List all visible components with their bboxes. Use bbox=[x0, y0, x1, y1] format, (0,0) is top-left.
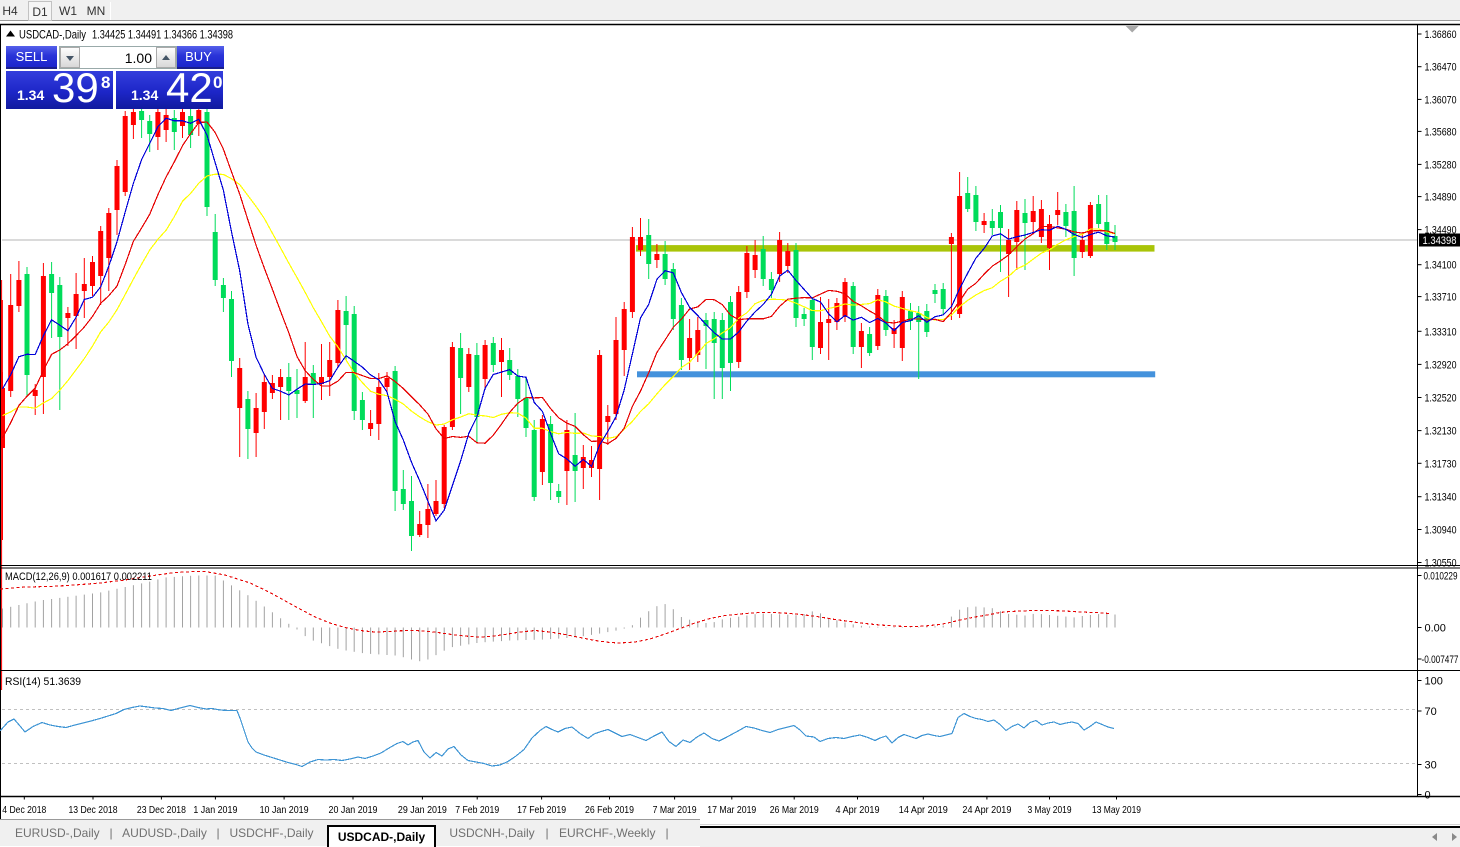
svg-text:1.30940: 1.30940 bbox=[1425, 525, 1457, 537]
svg-text:13 Dec 2018: 13 Dec 2018 bbox=[69, 804, 118, 816]
svg-text:-0.007477: -0.007477 bbox=[1422, 654, 1459, 666]
svg-text:1.32520: 1.32520 bbox=[1425, 393, 1457, 405]
svg-text:30: 30 bbox=[1425, 760, 1437, 772]
svg-text:1.36470: 1.36470 bbox=[1425, 62, 1457, 74]
svg-text:1.30550: 1.30550 bbox=[1425, 558, 1457, 570]
svg-text:1.36070: 1.36070 bbox=[1425, 94, 1457, 106]
svg-text:29 Jan 2019: 29 Jan 2019 bbox=[398, 804, 447, 816]
svg-text:1.33710: 1.33710 bbox=[1425, 292, 1457, 304]
svg-text:23 Dec 2018: 23 Dec 2018 bbox=[137, 804, 186, 816]
svg-text:1.31340: 1.31340 bbox=[1425, 492, 1457, 504]
svg-text:100: 100 bbox=[1425, 676, 1443, 688]
svg-text:17 Feb 2019: 17 Feb 2019 bbox=[517, 804, 566, 816]
svg-text:70: 70 bbox=[1425, 706, 1437, 718]
svg-text:4 Dec 2018: 4 Dec 2018 bbox=[2, 804, 46, 816]
svg-text:26 Feb 2019: 26 Feb 2019 bbox=[585, 804, 634, 816]
svg-text:1.35280: 1.35280 bbox=[1425, 159, 1457, 171]
svg-text:1.34398: 1.34398 bbox=[1423, 235, 1457, 247]
svg-text:1.36860: 1.36860 bbox=[1425, 29, 1457, 41]
svg-text:26 Mar 2019: 26 Mar 2019 bbox=[770, 804, 819, 816]
svg-text:1.32920: 1.32920 bbox=[1425, 359, 1457, 371]
svg-text:20 Jan 2019: 20 Jan 2019 bbox=[329, 804, 378, 816]
svg-text:MACD(12,26,9) 0.001617 0.00221: MACD(12,26,9) 0.001617 0.002211 bbox=[5, 571, 152, 583]
svg-text:3 May 2019: 3 May 2019 bbox=[1028, 804, 1072, 816]
svg-text:24 Apr 2019: 24 Apr 2019 bbox=[962, 804, 1011, 816]
svg-text:1.34100: 1.34100 bbox=[1425, 260, 1457, 272]
svg-text:1.33310: 1.33310 bbox=[1425, 326, 1457, 338]
svg-text:7 Mar 2019: 7 Mar 2019 bbox=[653, 804, 697, 816]
svg-text:USDCAD-,Daily: USDCAD-,Daily bbox=[19, 28, 86, 42]
svg-text:14 Apr 2019: 14 Apr 2019 bbox=[899, 804, 948, 816]
svg-text:0: 0 bbox=[1425, 790, 1431, 802]
svg-text:7 Feb 2019: 7 Feb 2019 bbox=[455, 804, 499, 816]
svg-text:4 Apr 2019: 4 Apr 2019 bbox=[836, 804, 880, 816]
svg-text:1.34425 1.34491 1.34366 1.3439: 1.34425 1.34491 1.34366 1.34398 bbox=[92, 28, 233, 42]
svg-text:0.010229: 0.010229 bbox=[1424, 571, 1458, 583]
svg-text:RSI(14) 51.3639: RSI(14) 51.3639 bbox=[5, 676, 81, 688]
svg-text:1.34490: 1.34490 bbox=[1425, 225, 1457, 237]
svg-text:1.32130: 1.32130 bbox=[1425, 426, 1457, 438]
svg-text:13 May 2019: 13 May 2019 bbox=[1092, 804, 1141, 816]
svg-text:1.31730: 1.31730 bbox=[1425, 458, 1457, 470]
svg-text:1 Jan 2019: 1 Jan 2019 bbox=[193, 804, 237, 816]
svg-text:17 Mar 2019: 17 Mar 2019 bbox=[707, 804, 756, 816]
svg-text:1.34890: 1.34890 bbox=[1425, 192, 1457, 204]
svg-text:0.00: 0.00 bbox=[1425, 623, 1446, 635]
svg-text:10 Jan 2019: 10 Jan 2019 bbox=[260, 804, 309, 816]
svg-text:1.35680: 1.35680 bbox=[1425, 126, 1457, 138]
